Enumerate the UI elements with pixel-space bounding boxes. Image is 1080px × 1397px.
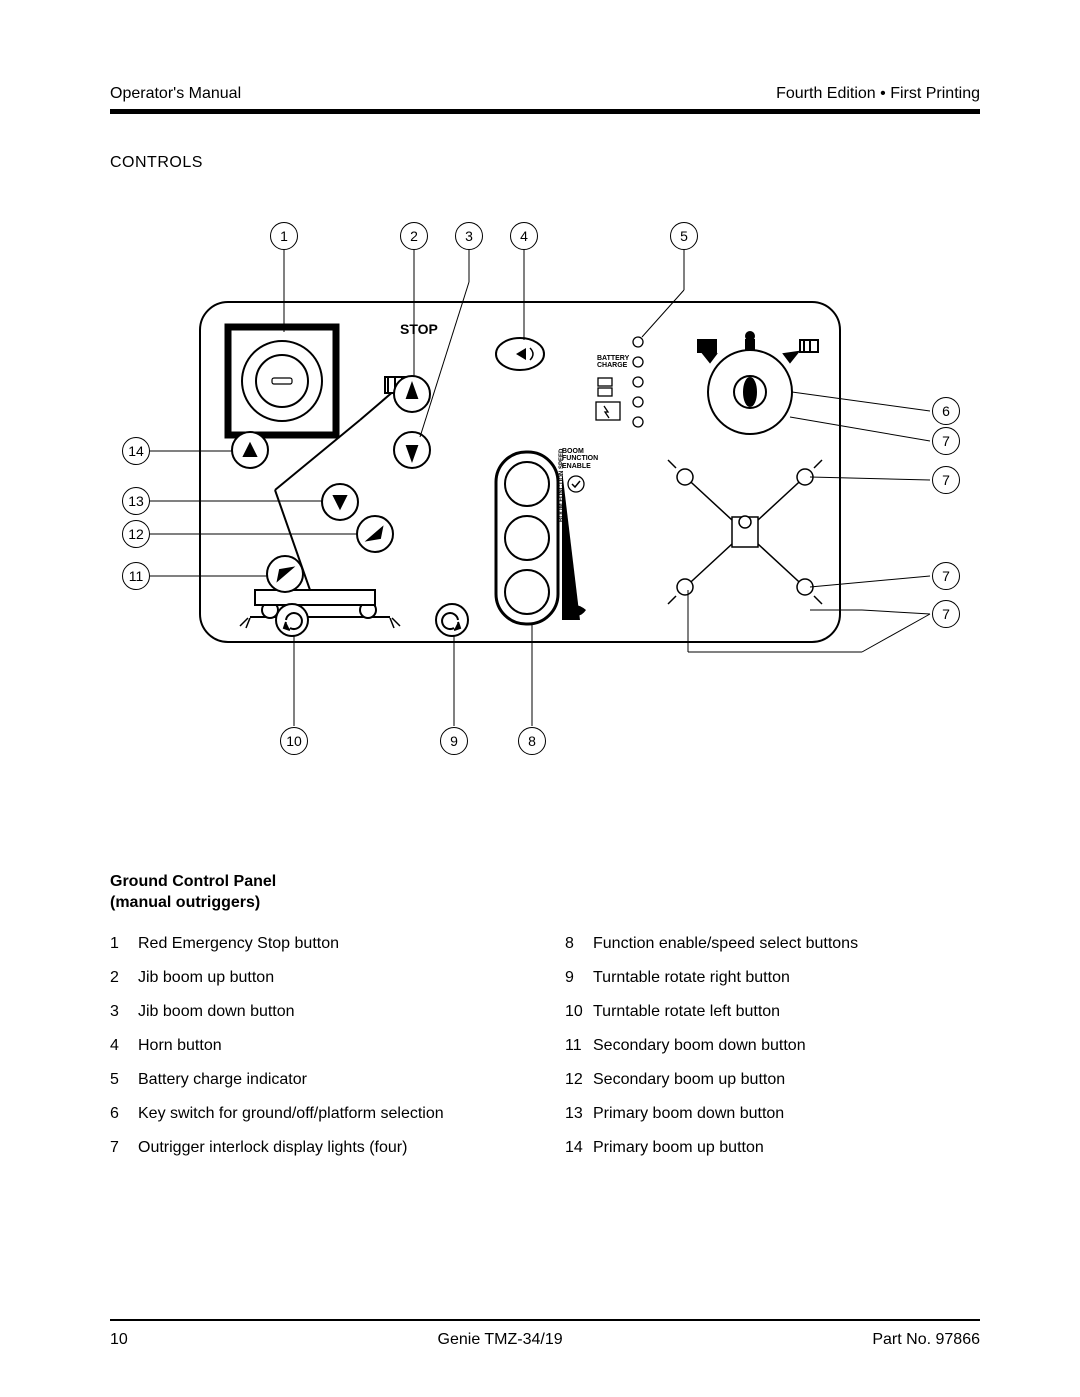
legend-text: Primary boom up button — [593, 1138, 764, 1158]
legend-text: Key switch for ground/off/platform selec… — [138, 1104, 444, 1124]
callout-3: 3 — [455, 222, 483, 250]
legend-text: Battery charge indicator — [138, 1070, 307, 1090]
legend-item: 12Secondary boom up button — [565, 1070, 980, 1090]
legend-num: 2 — [110, 968, 138, 988]
legend-text: Turntable rotate right button — [593, 968, 790, 988]
legend-text: Turntable rotate left button — [593, 1002, 780, 1022]
header-rule — [110, 109, 980, 114]
legend-title: Ground Control Panel(manual outriggers) — [110, 872, 980, 914]
legend-text: Jib boom up button — [138, 968, 274, 988]
legend-item: 1Red Emergency Stop button — [110, 934, 525, 954]
legend-num: 4 — [110, 1036, 138, 1056]
callout-7: 7 — [932, 466, 960, 494]
callout-1: 1 — [270, 222, 298, 250]
legend-text: Secondary boom up button — [593, 1070, 785, 1090]
svg-text:STOP: STOP — [400, 321, 438, 337]
battery-charge-label: BATTERYCHARGE — [597, 355, 629, 370]
header-right: Fourth Edition • First Printing — [776, 85, 980, 103]
footer-right: Part No. 97866 — [872, 1331, 980, 1349]
legend-num: 5 — [110, 1070, 138, 1090]
legend-num: 14 — [565, 1138, 593, 1158]
page-content: Operator's Manual Fourth Edition • First… — [110, 85, 980, 1172]
legend-columns: 1Red Emergency Stop button2Jib boom up b… — [110, 934, 980, 1172]
legend-item: 8Function enable/speed select buttons — [565, 934, 980, 954]
callout-14: 14 — [122, 437, 150, 465]
legend-item: 2Jib boom up button — [110, 968, 525, 988]
callout-7: 7 — [932, 427, 960, 455]
legend-item: 13Primary boom down button — [565, 1104, 980, 1124]
legend-num: 9 — [565, 968, 593, 988]
boom-speed-label: BOOM FUNCTION SPEED — [559, 449, 565, 522]
legend-num: 8 — [565, 934, 593, 954]
legend-num: 12 — [565, 1070, 593, 1090]
legend-item: 4Horn button — [110, 1036, 525, 1056]
footer-center: Genie TMZ-34/19 — [438, 1331, 563, 1349]
footer-rule — [110, 1319, 980, 1321]
legend-item: 3Jib boom down button — [110, 1002, 525, 1022]
legend-num: 1 — [110, 934, 138, 954]
callout-5: 5 — [670, 222, 698, 250]
callout-4: 4 — [510, 222, 538, 250]
callout-8: 8 — [518, 727, 546, 755]
legend-text: Outrigger interlock display lights (four… — [138, 1138, 407, 1158]
callout-11: 11 — [122, 562, 150, 590]
legend-item: 10Turntable rotate left button — [565, 1002, 980, 1022]
legend-num: 6 — [110, 1104, 138, 1124]
legend-item: 14Primary boom up button — [565, 1138, 980, 1158]
legend-num: 7 — [110, 1138, 138, 1158]
legend-item: 7Outrigger interlock display lights (fou… — [110, 1138, 525, 1158]
footer-page: 10 — [110, 1331, 128, 1349]
boom-enable-label: BOOMFUNCTIONENABLE — [562, 448, 598, 470]
legend-num: 11 — [565, 1036, 593, 1056]
legend-text: Secondary boom down button — [593, 1036, 806, 1056]
legend-num: 10 — [565, 1002, 593, 1022]
callout-9: 9 — [440, 727, 468, 755]
section-title: CONTROLS — [110, 154, 980, 172]
callout-13: 13 — [122, 487, 150, 515]
legend-item: 9Turntable rotate right button — [565, 968, 980, 988]
control-panel-diagram: STOP — [110, 222, 980, 782]
callout-6: 6 — [932, 397, 960, 425]
legend-item: 11Secondary boom down button — [565, 1036, 980, 1056]
legend-text: Jib boom down button — [138, 1002, 295, 1022]
callout-7: 7 — [932, 562, 960, 590]
legend-text: Horn button — [138, 1036, 222, 1056]
legend-num: 3 — [110, 1002, 138, 1022]
callout-12: 12 — [122, 520, 150, 548]
legend-text: Primary boom down button — [593, 1104, 784, 1124]
header-left: Operator's Manual — [110, 85, 241, 103]
legend-num: 13 — [565, 1104, 593, 1124]
page-footer: 10 Genie TMZ-34/19 Part No. 97866 — [110, 1319, 980, 1349]
page-header: Operator's Manual Fourth Edition • First… — [110, 85, 980, 103]
callout-7: 7 — [932, 600, 960, 628]
legend-item: 6Key switch for ground/off/platform sele… — [110, 1104, 525, 1124]
callout-10: 10 — [280, 727, 308, 755]
legend-item: 5Battery charge indicator — [110, 1070, 525, 1090]
legend-text: Red Emergency Stop button — [138, 934, 339, 954]
callout-2: 2 — [400, 222, 428, 250]
legend-text: Function enable/speed select buttons — [593, 934, 858, 954]
